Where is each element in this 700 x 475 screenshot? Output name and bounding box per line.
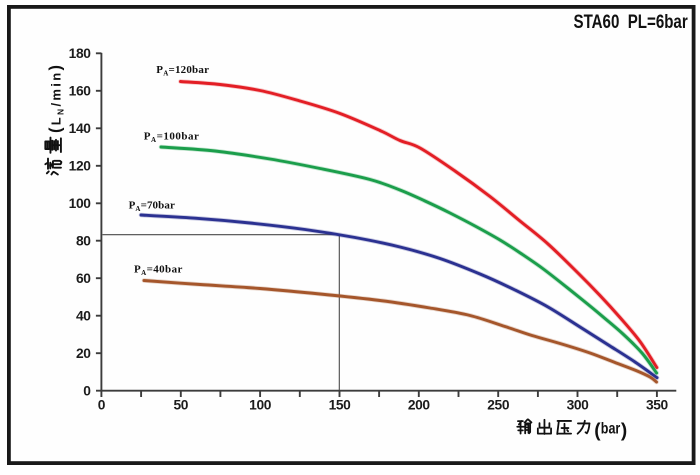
svg-text:60: 60 [76,271,91,286]
svg-text:0: 0 [83,384,91,399]
svg-text:bar: bar [601,421,621,438]
svg-text:140: 140 [69,121,92,136]
svg-text:PA=100bar: PA=100bar [144,130,200,144]
svg-text:100: 100 [249,398,272,413]
svg-text:120: 120 [69,159,92,174]
svg-text:PA=120bar: PA=120bar [156,64,209,78]
svg-text:(LN/min): (LN/min) [47,65,66,133]
svg-text:180: 180 [69,46,92,61]
svg-text:160: 160 [69,84,92,99]
svg-text:PA=40bar: PA=40bar [134,263,183,277]
svg-text:300: 300 [567,398,590,413]
svg-text:250: 250 [487,398,510,413]
svg-text:0: 0 [98,398,106,413]
svg-text:200: 200 [408,398,431,413]
svg-text:PA=70bar: PA=70bar [129,199,175,213]
svg-text:150: 150 [329,398,352,413]
svg-text:): ) [621,420,627,441]
svg-text:350: 350 [646,398,669,413]
svg-text:20: 20 [76,346,91,361]
svg-text:40: 40 [76,309,91,324]
svg-text:100: 100 [69,196,92,211]
svg-text:STA60 PL=6bar: STA60 PL=6bar [574,11,689,33]
svg-text:(: ( [594,420,601,441]
svg-text:80: 80 [76,234,91,249]
svg-text:50: 50 [174,398,189,413]
